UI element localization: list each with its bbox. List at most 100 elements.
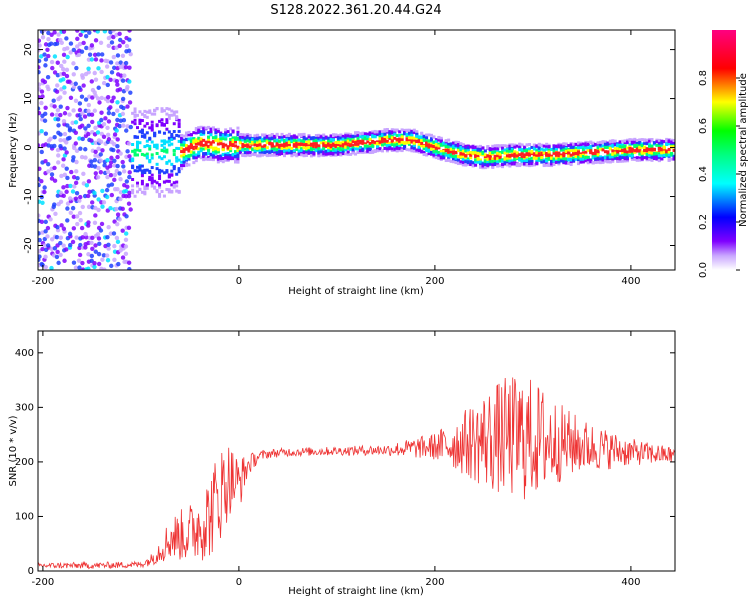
spectrogram-cell	[43, 158, 48, 164]
x-tick-label: 400	[621, 577, 640, 588]
spectrogram-cell	[38, 38, 42, 43]
spectrogram-cell	[120, 96, 126, 102]
spectrogram-cell	[185, 163, 188, 167]
spectrogram-cell	[589, 145, 593, 149]
spectrogram-cell	[105, 98, 111, 104]
spectrogram-cell	[501, 159, 505, 163]
spectrogram-cell	[378, 135, 382, 139]
spectrogram-cell	[49, 32, 54, 37]
spectrogram-cell	[140, 129, 144, 133]
spectrogram-cell	[635, 143, 639, 147]
spectrogram-cell	[54, 254, 60, 260]
spectrogram-cell	[229, 149, 233, 153]
spectrogram-cell	[256, 133, 260, 137]
spectrogram-cell	[403, 145, 407, 149]
spectrogram-cell	[256, 143, 260, 147]
spectrogram-cell	[65, 206, 70, 211]
spectrogram-cell	[302, 143, 306, 147]
spectrogram-cell	[623, 154, 627, 158]
spectrogram-cell	[283, 144, 286, 148]
spectrogram-cell	[412, 131, 416, 135]
spectrogram-cell	[545, 142, 549, 146]
spectrogram-cell	[515, 151, 519, 155]
spectrogram-cell	[395, 141, 399, 145]
spectrogram-cell	[493, 162, 497, 166]
spectrogram-cell	[368, 151, 372, 155]
spectrogram-cell	[177, 118, 181, 122]
spectrogram-cell	[616, 148, 620, 152]
spectrogram-cell	[474, 155, 478, 159]
spectrogram-cell	[202, 155, 206, 159]
spectrogram-cell	[579, 143, 583, 147]
spectrogram-cell	[148, 126, 152, 130]
spectrogram-cell	[616, 151, 620, 155]
spectrogram-cell	[131, 149, 135, 153]
spectrogram-cell	[515, 163, 519, 167]
spectrogram-cell	[42, 189, 47, 195]
spectrogram-cell	[234, 158, 237, 162]
spectrogram-cell	[150, 120, 154, 124]
spectrogram-cell	[268, 153, 272, 157]
spectrogram-cell	[322, 144, 326, 148]
spectrogram-cell	[224, 130, 228, 134]
spectrogram-cell	[68, 95, 74, 101]
spectrogram-cell	[160, 148, 164, 152]
spectrogram-cell	[449, 147, 453, 151]
spectrogram-cell	[510, 161, 514, 165]
spectrogram-cell	[39, 178, 44, 184]
spectrogram-cell	[167, 136, 171, 140]
spectrogram-cell	[143, 171, 147, 175]
spectrogram-cell	[317, 136, 321, 140]
spectrogram-cell	[317, 133, 321, 137]
spectrogram-cell	[547, 162, 551, 166]
spectrogram-cell	[532, 152, 536, 156]
spectrogram-cell	[630, 147, 634, 151]
spectrogram-cell	[407, 133, 411, 137]
spectrogram-cell	[234, 140, 237, 144]
spectrogram-cell	[172, 185, 176, 189]
spectrogram-cell	[136, 126, 139, 130]
spectrogram-cell	[67, 126, 73, 131]
spectrogram-cell	[317, 147, 321, 151]
spectrogram-cell	[64, 140, 69, 145]
spectrogram-cell	[65, 175, 70, 181]
spectrogram-cell	[476, 148, 480, 152]
spectrogram-cell	[393, 141, 397, 145]
spectrogram-cell	[297, 140, 301, 144]
spectrogram-cell	[54, 89, 60, 94]
spectrogram-cell	[71, 214, 76, 219]
spectrogram-cell	[128, 207, 133, 212]
spectrogram-cell	[162, 139, 166, 143]
spectrogram-cell	[452, 146, 456, 150]
spectrogram-cell	[42, 118, 48, 123]
spectrogram-cell	[430, 152, 433, 156]
spectrogram-cell	[479, 162, 482, 166]
spectrogram-cell	[61, 193, 66, 198]
spectrogram-cell	[613, 139, 617, 143]
spectrogram-cell	[109, 155, 114, 161]
spectrogram-cell	[280, 146, 284, 150]
spectrogram-cell	[356, 144, 360, 148]
spectrogram-cell	[273, 147, 277, 151]
spectrogram-cell	[400, 128, 404, 132]
spectrogram-cell	[189, 150, 193, 154]
spectrogram-cell	[140, 119, 144, 123]
spectrogram-cell	[523, 145, 527, 149]
spectrogram-cell	[75, 30, 80, 33]
spectrogram-cell	[148, 158, 152, 162]
spectrogram-cell	[652, 152, 656, 156]
spectrogram-cell	[97, 100, 102, 105]
spectrogram-cell	[407, 136, 411, 140]
spectrogram-cell	[596, 153, 600, 157]
spectrogram-cell	[630, 140, 634, 144]
spectrogram-cell	[148, 178, 152, 182]
spectrogram-cell	[197, 130, 201, 134]
spectrogram-cell	[234, 152, 237, 156]
spectrogram-cell	[559, 155, 563, 159]
spectrogram-cell	[481, 150, 485, 154]
spectrogram-cell	[295, 145, 299, 149]
spectrogram-cell	[275, 150, 279, 154]
spectrogram-cell	[140, 134, 144, 138]
spectrogram-cell	[74, 190, 80, 196]
spectrogram-cell	[584, 155, 588, 159]
